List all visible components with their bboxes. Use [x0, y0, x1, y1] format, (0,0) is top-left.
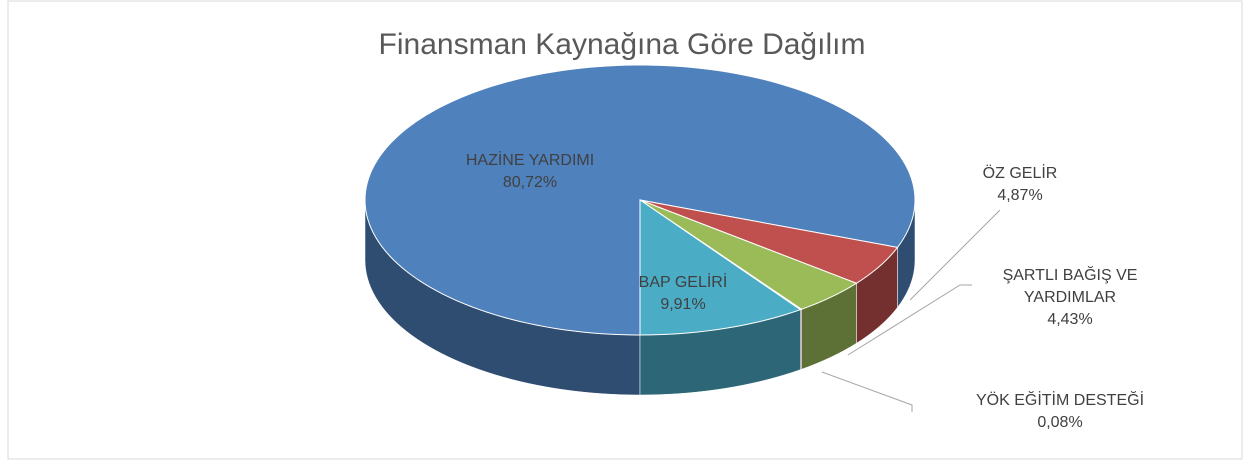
- leader-line: [909, 209, 1001, 301]
- category-label: HAZİNE YARDIMI: [465, 152, 595, 169]
- leader-line: [847, 284, 972, 356]
- pie-slice: [639, 199, 858, 310]
- chart-border: [7, 0, 1243, 460]
- pie-slice: [639, 199, 802, 336]
- value-label: 80,72%: [502, 174, 558, 191]
- data-label: YÖK EĞİTİM DESTEĞİ 0,08%: [960, 390, 1160, 434]
- category-label: BAP GELİRİ: [638, 274, 728, 291]
- leader-line: [821, 371, 913, 412]
- chart-title: Finansman Kaynağına Göre Dağılım: [378, 28, 866, 61]
- value-label: 9,91%: [660, 296, 706, 313]
- category-label: ŞARTLI BAĞIŞ VE YARDIMLAR: [1002, 267, 1138, 306]
- pie-slice: [639, 199, 899, 284]
- value-label: 0,08%: [1037, 414, 1083, 431]
- value-label: 4,87%: [997, 187, 1043, 204]
- data-label: ÖZ GELİR 4,87%: [960, 163, 1080, 207]
- data-label: ŞARTLI BAĞIŞ VE YARDIMLAR 4,43%: [985, 265, 1155, 331]
- data-label: BAP GELİRİ 9,91%: [623, 272, 743, 316]
- value-label: 4,43%: [1047, 311, 1093, 328]
- category-label: ÖZ GELİR: [982, 165, 1058, 182]
- category-label: YÖK EĞİTİM DESTEĞİ: [975, 392, 1145, 409]
- data-label: HAZİNE YARDIMI 80,72%: [430, 150, 630, 194]
